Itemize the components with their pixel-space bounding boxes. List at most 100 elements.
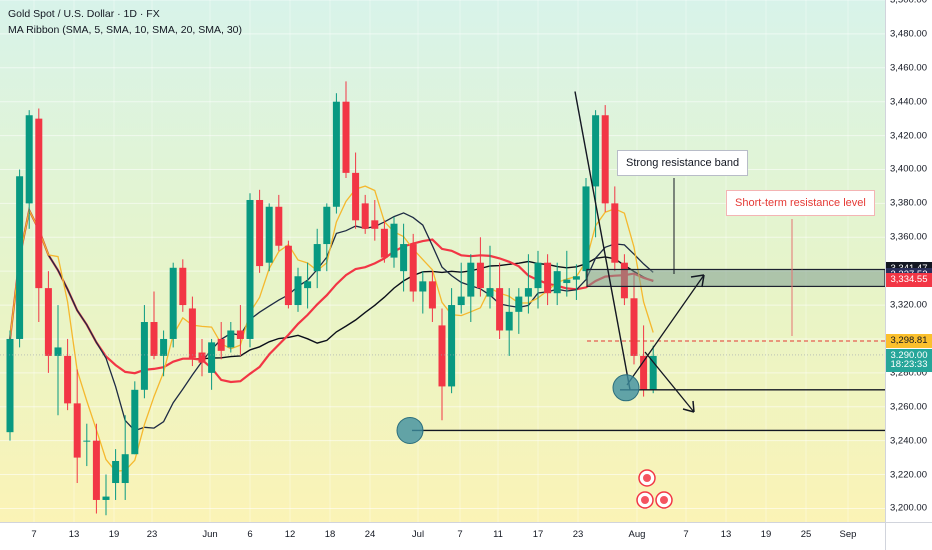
candle[interactable] (323, 203, 331, 272)
candle[interactable] (6, 330, 14, 441)
candle[interactable] (217, 322, 225, 360)
event-flash-icon[interactable] (638, 469, 656, 487)
time-tick-label: Jul (411, 529, 425, 540)
candle[interactable] (505, 288, 513, 356)
candle[interactable] (227, 322, 235, 353)
candle[interactable] (16, 169, 24, 348)
time-tick-label: Aug (628, 529, 646, 540)
time-tick-label: 7 (457, 529, 463, 540)
candle[interactable] (553, 262, 561, 306)
down-arrow-path[interactable] (644, 351, 695, 413)
candle[interactable] (54, 305, 62, 416)
candle-body (169, 267, 177, 339)
candle-body (467, 262, 475, 297)
candle-body (304, 281, 312, 289)
candle[interactable] (44, 271, 52, 373)
candle-body (256, 199, 264, 267)
candle[interactable] (544, 254, 552, 306)
candle[interactable] (160, 330, 168, 377)
candle[interactable] (428, 271, 436, 323)
candle[interactable] (467, 254, 475, 323)
candle[interactable] (563, 250, 571, 297)
candle[interactable] (524, 254, 532, 314)
price-tick-label: 3,460.00 (890, 62, 927, 74)
candle[interactable] (304, 262, 312, 309)
candle[interactable] (208, 338, 216, 390)
candle[interactable] (112, 449, 120, 500)
candle[interactable] (448, 288, 456, 394)
price-tick-label: 3,280.00 (890, 367, 927, 379)
candle[interactable] (515, 288, 523, 334)
candle[interactable] (236, 305, 244, 356)
candle[interactable] (169, 262, 177, 348)
candle[interactable] (352, 152, 360, 229)
candle[interactable] (342, 81, 350, 178)
support-touch-circle-july[interactable] (396, 416, 424, 444)
candle[interactable] (601, 105, 609, 212)
candle[interactable] (35, 108, 43, 323)
candle[interactable] (438, 308, 446, 421)
event-us-flag-icon[interactable] (636, 491, 654, 509)
candle[interactable] (25, 110, 33, 229)
candle[interactable] (83, 423, 91, 467)
support-touch-circle-aug[interactable] (612, 374, 640, 402)
candle[interactable] (121, 415, 129, 500)
candle[interactable] (150, 291, 158, 360)
up-arrow-path[interactable] (626, 274, 705, 386)
price-tick-label: 3,420.00 (890, 130, 927, 142)
descending-trend-line[interactable] (574, 91, 631, 390)
candle[interactable] (92, 423, 100, 514)
candle[interactable] (534, 250, 542, 309)
candle[interactable] (649, 345, 657, 394)
candle[interactable] (179, 259, 187, 312)
price-tick-label: 3,220.00 (890, 469, 927, 481)
candle[interactable] (361, 194, 369, 234)
candle[interactable] (486, 245, 494, 309)
candle[interactable] (371, 199, 379, 241)
candle[interactable] (73, 369, 81, 484)
candle[interactable] (592, 110, 600, 238)
candle[interactable] (294, 267, 302, 312)
candle[interactable] (457, 262, 465, 314)
candle[interactable] (265, 203, 273, 272)
candle[interactable] (313, 228, 321, 289)
time-tick-label: 11 (493, 529, 503, 540)
candle[interactable] (496, 262, 504, 339)
candle[interactable] (630, 274, 638, 365)
candle[interactable] (102, 474, 110, 516)
candle[interactable] (611, 186, 619, 272)
candle[interactable] (188, 296, 196, 367)
resistance-band[interactable] (586, 268, 885, 288)
candle[interactable] (332, 93, 340, 214)
candle-body (294, 276, 302, 306)
event-us-flag-icon[interactable] (655, 491, 673, 509)
candle[interactable] (419, 271, 427, 314)
strong-resistance-annotation[interactable]: Strong resistance band (617, 150, 749, 176)
candle[interactable] (409, 233, 417, 302)
candle-body (265, 206, 273, 263)
price-axis[interactable]: 3,500.00 3,480.00 3,460.00 3,440.00 3,420.00… (885, 0, 932, 522)
candle[interactable] (284, 240, 292, 309)
candle[interactable] (64, 338, 72, 411)
candle-body (25, 115, 33, 204)
time-tick-label: 7 (31, 529, 37, 540)
candle[interactable] (390, 216, 398, 268)
candle-body (313, 244, 321, 272)
candle[interactable] (275, 194, 283, 251)
candle[interactable] (582, 177, 590, 280)
chart-plot[interactable] (0, 0, 885, 522)
candle[interactable] (400, 223, 408, 292)
candle[interactable] (380, 220, 388, 263)
candle[interactable] (572, 264, 580, 300)
candle[interactable] (246, 193, 254, 348)
short-term-resistance-annotation[interactable]: Short-term resistance level (726, 190, 875, 216)
candle[interactable] (256, 189, 264, 273)
candle[interactable] (476, 237, 484, 297)
candle[interactable] (198, 338, 206, 377)
candle-body (275, 206, 283, 246)
candle[interactable] (140, 305, 148, 399)
candle[interactable] (131, 381, 139, 455)
time-axis[interactable]: 7 13 19 23 Jun 6 12 18 24 Jul 7 11 17 23 Aug 7 13 19 25 Sep (0, 522, 885, 550)
candle-body (476, 262, 484, 289)
